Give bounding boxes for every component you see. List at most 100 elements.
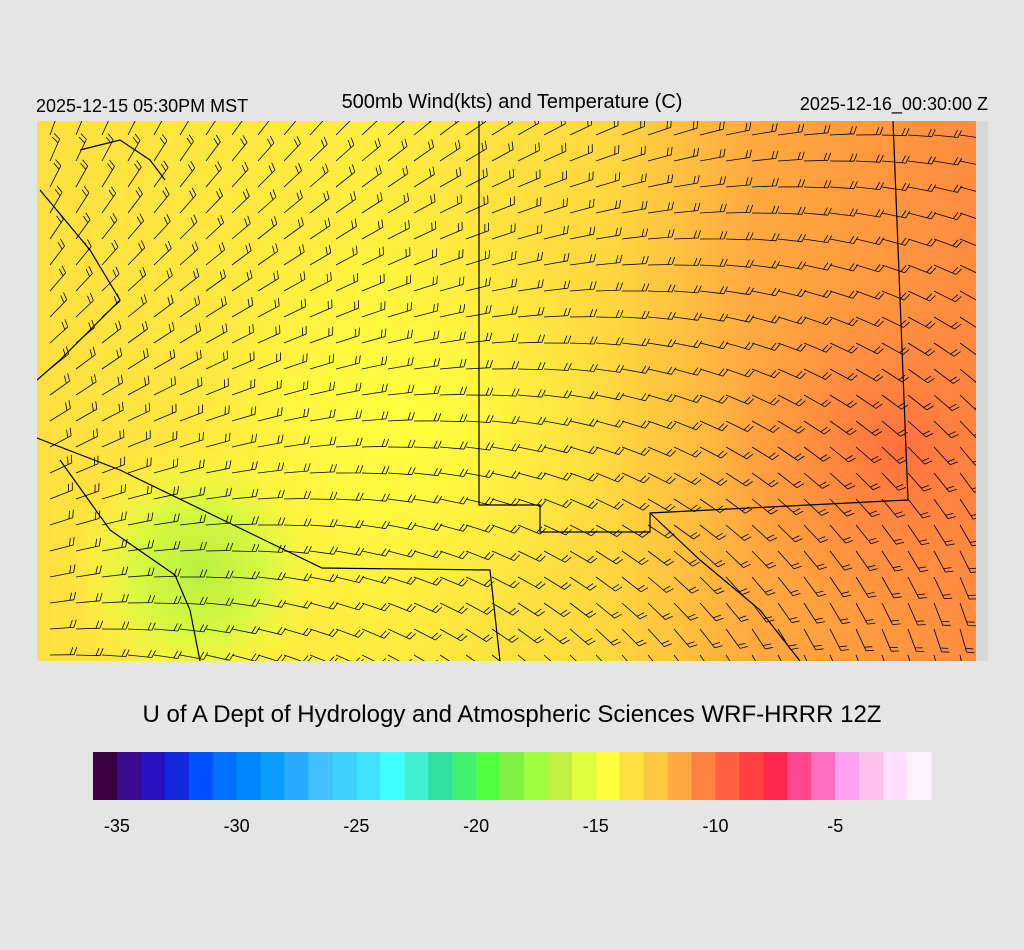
wind-barb [361, 548, 391, 557]
wind-barb [569, 550, 598, 564]
wind-barb [673, 340, 703, 349]
wind-barb [231, 461, 258, 474]
wind-barb [387, 412, 415, 422]
wind-barb [465, 140, 487, 162]
wind-barb [231, 488, 259, 500]
wind-barb [829, 126, 857, 136]
wind-barb [439, 303, 466, 318]
wind-barb [465, 442, 494, 451]
wind-barb [959, 602, 976, 627]
wind-barb [179, 295, 201, 318]
wind-barb [361, 301, 386, 318]
wind-barb [439, 628, 468, 642]
wind-barb [621, 173, 647, 188]
wind-barb [777, 316, 807, 325]
wind-barb [933, 212, 963, 221]
wind-barb [413, 654, 438, 661]
wind-barb [673, 576, 700, 594]
wind-barb [205, 377, 229, 396]
wind-barb [933, 129, 962, 138]
wind-barb [751, 628, 774, 650]
wind-barb [829, 153, 858, 162]
color-swatch [715, 752, 740, 800]
wind-barb [231, 188, 250, 214]
wind-barb [803, 207, 832, 216]
map [37, 121, 988, 661]
wind-barb [725, 602, 749, 622]
wind-barb [49, 454, 73, 474]
wind-barb [622, 283, 650, 292]
wind-barb [153, 430, 178, 448]
wind-barb [335, 272, 359, 292]
wind-barb [283, 121, 297, 136]
wind-barb [803, 262, 833, 271]
wind-barb [881, 127, 910, 137]
wind-barb [517, 121, 540, 136]
wind-barb [751, 472, 779, 488]
wind-barb [465, 602, 494, 615]
wind-barb [907, 368, 935, 384]
wind-barb [387, 654, 416, 661]
wind-barb [829, 498, 855, 517]
wind-barb [387, 628, 416, 640]
wind-barb [829, 290, 859, 299]
wind-barb [881, 342, 910, 356]
wind-barb [699, 231, 728, 240]
wind-barb [439, 194, 462, 214]
wind-barb [127, 649, 156, 658]
wind-barb [153, 540, 181, 552]
wind-barb [335, 245, 358, 266]
wind-barb [491, 250, 517, 266]
wind-barb [49, 159, 62, 188]
wind-barb [361, 466, 390, 475]
wind-barb [101, 648, 130, 657]
wind-barb [439, 167, 462, 188]
wind-barb [855, 154, 884, 163]
wind-barb [179, 268, 200, 292]
wind-barb [465, 305, 492, 318]
wind-barb [49, 647, 78, 656]
color-swatch [667, 752, 693, 800]
wind-barb [49, 537, 75, 552]
wind-barb [621, 628, 647, 647]
wind-barb [595, 282, 623, 292]
wind-barb [127, 430, 151, 448]
wind-barb [257, 434, 284, 448]
color-swatch [787, 752, 812, 800]
wind-barb [933, 290, 962, 303]
wind-barb [647, 550, 675, 566]
wind-barb [725, 420, 754, 432]
wind-barb [335, 410, 363, 422]
wind-barb [205, 323, 228, 344]
wind-barb [205, 188, 223, 214]
wind-barb [49, 346, 70, 370]
wind-barb [491, 550, 520, 561]
wind-barb [309, 121, 324, 136]
color-swatch [571, 752, 597, 800]
wind-barb [569, 654, 577, 661]
wind-barb [777, 179, 806, 188]
wind-barb [829, 446, 856, 463]
wind-barb [231, 135, 248, 162]
wind-barb [777, 151, 805, 162]
wind-barb [725, 122, 752, 136]
wind-barb [49, 619, 77, 630]
wind-barb [257, 189, 277, 214]
wind-barb [101, 538, 128, 552]
color-swatch [164, 752, 190, 800]
wind-barb [803, 368, 832, 380]
wind-barb [855, 524, 879, 545]
wind-barb [777, 394, 806, 407]
wind-barb [101, 456, 125, 474]
wind-barb [803, 316, 833, 326]
wind-barb [855, 394, 883, 409]
wind-barb [569, 576, 597, 591]
wind-barb [517, 279, 544, 292]
wind-barb [699, 176, 727, 188]
wind-barb [517, 471, 547, 480]
wind-barb [49, 482, 73, 500]
color-swatch [308, 752, 333, 800]
wind-barb [231, 215, 251, 240]
wind-barb [621, 365, 651, 374]
wind-barb [153, 187, 170, 214]
